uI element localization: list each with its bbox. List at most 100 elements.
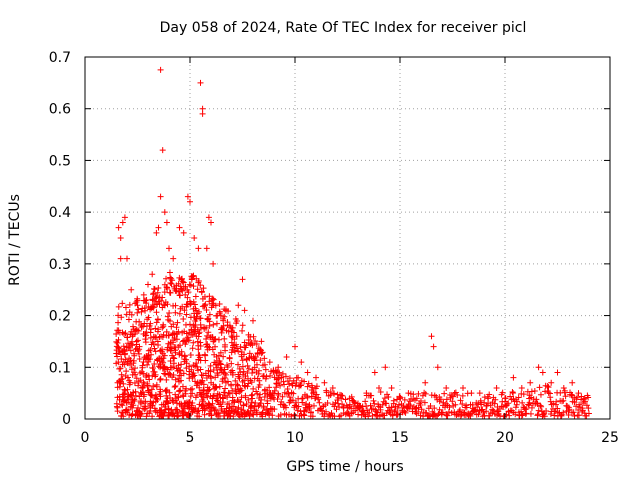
sample-point <box>351 399 358 406</box>
data-point <box>208 219 214 226</box>
sample-point <box>136 318 143 325</box>
data-point <box>117 255 124 262</box>
sample-point <box>267 372 274 379</box>
sample-point <box>161 370 168 377</box>
sample-point <box>324 400 331 407</box>
sample-point <box>480 409 487 416</box>
sample-point <box>210 404 217 411</box>
sample-point <box>182 390 189 397</box>
sample-point <box>157 388 164 395</box>
sample-point <box>310 390 317 397</box>
sample-point <box>217 360 224 367</box>
sample-point <box>194 363 201 370</box>
data-point <box>569 379 576 386</box>
sample-point <box>134 309 141 316</box>
sample-point <box>183 311 190 318</box>
sample-point <box>143 300 150 307</box>
sample-point <box>235 373 242 380</box>
sample-point <box>513 401 520 408</box>
y-tick-label: 0.1 <box>49 360 71 376</box>
sample-point <box>245 365 252 372</box>
sample-point <box>114 404 121 411</box>
data-point <box>298 359 305 366</box>
sample-point <box>118 376 125 383</box>
sample-point <box>161 409 168 416</box>
sample-point <box>217 349 224 356</box>
sample-point <box>177 366 184 373</box>
sample-point <box>475 411 482 418</box>
sample-point <box>538 403 545 410</box>
sample-point <box>346 401 353 408</box>
sample-point <box>124 394 131 401</box>
sample-point <box>157 376 164 383</box>
sample-point <box>149 372 156 379</box>
sample-point <box>190 283 197 290</box>
sample-point <box>339 401 346 408</box>
sample-point <box>205 315 212 322</box>
sample-point <box>318 407 325 414</box>
sample-point <box>127 357 134 364</box>
data-point <box>128 286 135 293</box>
sample-point <box>259 349 266 356</box>
y-tick-label: 0.4 <box>49 205 71 221</box>
sample-point <box>205 329 212 336</box>
data-point <box>434 364 441 371</box>
sample-point <box>180 370 187 377</box>
sample-point <box>342 396 349 403</box>
sample-point <box>289 382 296 389</box>
grid-lines <box>85 57 610 419</box>
sample-point <box>177 377 184 384</box>
data-point <box>554 369 561 376</box>
sample-point <box>144 383 151 390</box>
sample-point <box>121 361 128 368</box>
sample-point <box>421 399 428 406</box>
sample-point <box>486 391 493 398</box>
sample-point <box>510 389 517 396</box>
y-tick-labels: 0 0.1 0.2 0.3 0.4 0.5 0.6 0.7 <box>49 50 71 428</box>
sample-point <box>528 404 535 411</box>
sample-point <box>142 339 149 346</box>
sample-point <box>149 365 156 372</box>
sample-point <box>138 308 145 315</box>
sample-point <box>239 363 246 370</box>
data-point <box>157 193 164 200</box>
sample-point <box>190 298 197 305</box>
sample-point <box>384 391 391 398</box>
sample-point <box>205 386 212 393</box>
sample-point <box>166 389 173 396</box>
sample-point <box>153 381 160 388</box>
data-point <box>382 364 389 371</box>
sample-point <box>257 357 264 364</box>
sample-point <box>115 336 122 343</box>
x-tick-label: 10 <box>286 430 304 446</box>
sample-point <box>295 374 302 381</box>
data-point <box>140 291 147 298</box>
sample-point <box>171 383 178 390</box>
sample-point <box>457 412 464 419</box>
sample-point <box>229 324 236 331</box>
sample-point <box>206 401 213 408</box>
sample-point <box>273 376 280 383</box>
sample-point <box>113 400 120 407</box>
sample-point <box>160 323 167 330</box>
data-point <box>235 302 242 309</box>
sample-point <box>445 409 452 416</box>
sample-point <box>141 320 148 327</box>
sample-point <box>144 361 151 368</box>
sample-point <box>260 404 267 411</box>
sample-point <box>363 403 370 410</box>
sample-point <box>574 394 581 401</box>
sample-point <box>222 385 229 392</box>
data-point <box>161 209 168 216</box>
data-point <box>338 395 345 402</box>
sample-point <box>163 328 170 335</box>
sample-point <box>197 315 204 322</box>
sample-point <box>124 386 131 393</box>
sample-point <box>518 408 525 415</box>
data-point <box>388 384 395 391</box>
sample-point <box>383 400 390 407</box>
sample-point <box>155 326 162 333</box>
sample-point <box>150 399 157 406</box>
data-point <box>119 219 126 226</box>
